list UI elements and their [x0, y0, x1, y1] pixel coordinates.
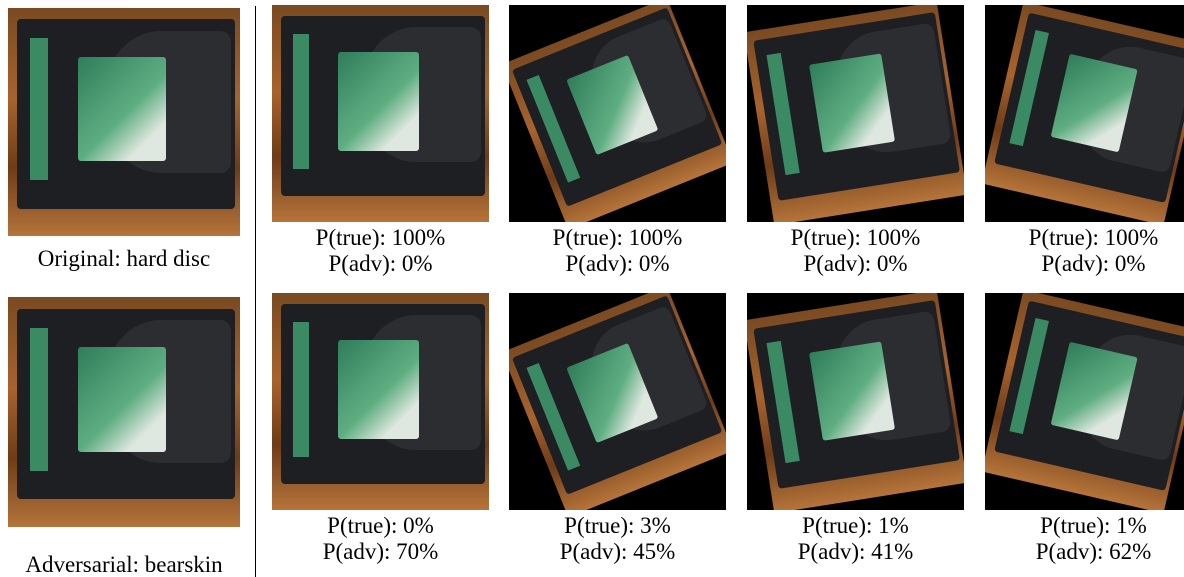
probability-adv: P(adv): 45% [489, 539, 746, 565]
probability-true: P(true): 3% [489, 513, 746, 539]
divider [255, 6, 256, 577]
probability-true: P(true): 100% [727, 225, 984, 251]
transformed-image [509, 5, 726, 222]
probability-adv: P(adv): 0% [252, 251, 509, 277]
probability-true: P(true): 100% [965, 225, 1184, 251]
transformed-image [747, 5, 964, 222]
adversarial-caption: Adversarial: bearskin [0, 552, 248, 577]
probability-true: P(true): 100% [252, 225, 509, 251]
probability-adv: P(adv): 41% [727, 539, 984, 565]
adversarial-image [8, 297, 240, 527]
probability-adv: P(adv): 0% [489, 251, 746, 277]
probability-adv: P(adv): 70% [252, 539, 509, 565]
probability-adv: P(adv): 0% [727, 251, 984, 277]
transformed-image [747, 293, 964, 510]
figure: Original: hard disc Adversarial: bearski… [0, 0, 1184, 577]
transformed-image [985, 5, 1184, 222]
probability-true: P(true): 0% [252, 513, 509, 539]
original-image [8, 8, 240, 236]
probability-true: P(true): 1% [727, 513, 984, 539]
transformed-image [272, 293, 489, 510]
probability-true: P(true): 100% [489, 225, 746, 251]
probability-true: P(true): 1% [965, 513, 1184, 539]
probability-adv: P(adv): 62% [965, 539, 1184, 565]
probability-adv: P(adv): 0% [965, 251, 1184, 277]
transformed-image [985, 293, 1184, 510]
transformed-image [272, 5, 489, 222]
transformed-image [509, 293, 726, 510]
original-caption: Original: hard disc [0, 246, 248, 272]
